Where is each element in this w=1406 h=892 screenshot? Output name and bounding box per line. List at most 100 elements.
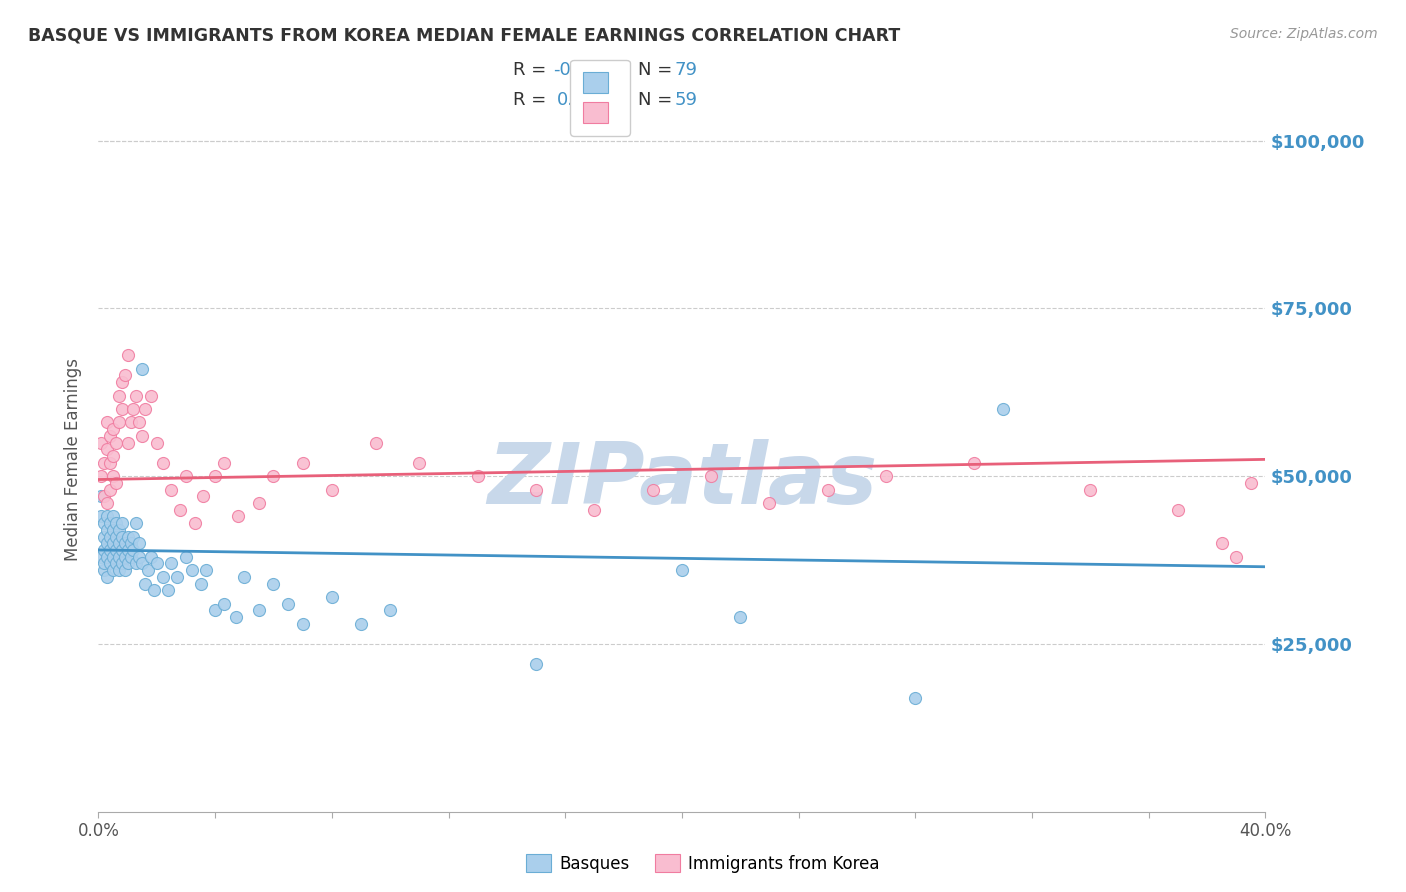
Point bbox=[139, 389, 162, 403]
Point bbox=[96, 496, 118, 510]
Point bbox=[380, 603, 402, 617]
Point bbox=[193, 489, 215, 503]
Point bbox=[183, 516, 205, 530]
Point bbox=[146, 557, 169, 571]
Point bbox=[583, 502, 606, 516]
Point bbox=[262, 469, 284, 483]
Point bbox=[93, 543, 115, 558]
Point bbox=[122, 543, 145, 558]
Point bbox=[120, 416, 142, 430]
Point bbox=[96, 416, 118, 430]
Point bbox=[122, 402, 145, 417]
Point bbox=[131, 557, 153, 571]
Point bbox=[111, 375, 134, 389]
Point bbox=[104, 543, 127, 558]
Point bbox=[111, 402, 134, 417]
Point bbox=[122, 530, 145, 544]
Point bbox=[93, 489, 115, 503]
Point bbox=[120, 549, 142, 564]
Point bbox=[730, 610, 752, 624]
Point bbox=[90, 509, 112, 524]
Legend: , : , bbox=[571, 60, 630, 136]
Point bbox=[104, 435, 127, 450]
Point bbox=[321, 590, 343, 604]
Point bbox=[128, 416, 150, 430]
Point bbox=[111, 543, 134, 558]
Point bbox=[98, 516, 121, 530]
Point bbox=[128, 536, 150, 550]
Point bbox=[108, 549, 131, 564]
Point bbox=[152, 570, 174, 584]
Point bbox=[160, 483, 183, 497]
Point bbox=[90, 489, 112, 503]
Point bbox=[117, 530, 139, 544]
Point bbox=[98, 456, 121, 470]
Point bbox=[120, 536, 142, 550]
Point bbox=[247, 496, 270, 510]
Point bbox=[136, 563, 159, 577]
Point bbox=[146, 435, 169, 450]
Point bbox=[101, 509, 124, 524]
Point bbox=[98, 543, 121, 558]
Point bbox=[117, 348, 139, 362]
Point bbox=[204, 469, 226, 483]
Point bbox=[190, 576, 212, 591]
Text: 0.028: 0.028 bbox=[557, 91, 609, 109]
Point bbox=[111, 530, 134, 544]
Point bbox=[101, 422, 124, 436]
Point bbox=[350, 616, 373, 631]
Point bbox=[142, 583, 165, 598]
Point bbox=[1240, 475, 1263, 490]
Point bbox=[291, 456, 314, 470]
Point bbox=[524, 483, 547, 497]
Point bbox=[291, 616, 314, 631]
Point bbox=[108, 536, 131, 550]
Point bbox=[225, 610, 247, 624]
Point bbox=[233, 570, 256, 584]
Point bbox=[96, 442, 118, 457]
Point bbox=[157, 583, 180, 598]
Point bbox=[98, 483, 121, 497]
Point bbox=[117, 543, 139, 558]
Point bbox=[108, 523, 131, 537]
Y-axis label: Median Female Earnings: Median Female Earnings bbox=[65, 358, 83, 561]
Point bbox=[101, 563, 124, 577]
Point bbox=[108, 389, 131, 403]
Text: -0.040: -0.040 bbox=[554, 62, 612, 79]
Point bbox=[114, 549, 136, 564]
Point bbox=[262, 576, 284, 591]
Text: ZIPatlas: ZIPatlas bbox=[486, 439, 877, 522]
Point bbox=[93, 516, 115, 530]
Point bbox=[524, 657, 547, 671]
Point bbox=[117, 435, 139, 450]
Text: 59: 59 bbox=[675, 91, 697, 109]
Point bbox=[904, 690, 927, 705]
Point bbox=[641, 483, 664, 497]
Point bbox=[101, 449, 124, 463]
Point bbox=[96, 570, 118, 584]
Point bbox=[125, 389, 148, 403]
Point bbox=[117, 557, 139, 571]
Point bbox=[962, 456, 984, 470]
Point bbox=[1211, 536, 1233, 550]
Point bbox=[98, 429, 121, 443]
Point bbox=[174, 469, 197, 483]
Point bbox=[114, 368, 136, 383]
Point bbox=[277, 597, 299, 611]
Point bbox=[93, 563, 115, 577]
Point bbox=[108, 563, 131, 577]
Point bbox=[96, 549, 118, 564]
Text: BASQUE VS IMMIGRANTS FROM KOREA MEDIAN FEMALE EARNINGS CORRELATION CHART: BASQUE VS IMMIGRANTS FROM KOREA MEDIAN F… bbox=[28, 27, 900, 45]
Point bbox=[111, 557, 134, 571]
Point bbox=[700, 469, 723, 483]
Point bbox=[114, 536, 136, 550]
Point bbox=[101, 469, 124, 483]
Point bbox=[139, 549, 162, 564]
Text: N =: N = bbox=[637, 91, 678, 109]
Point bbox=[195, 563, 218, 577]
Point bbox=[758, 496, 780, 510]
Point bbox=[108, 416, 131, 430]
Point bbox=[101, 549, 124, 564]
Point bbox=[98, 557, 121, 571]
Point bbox=[96, 536, 118, 550]
